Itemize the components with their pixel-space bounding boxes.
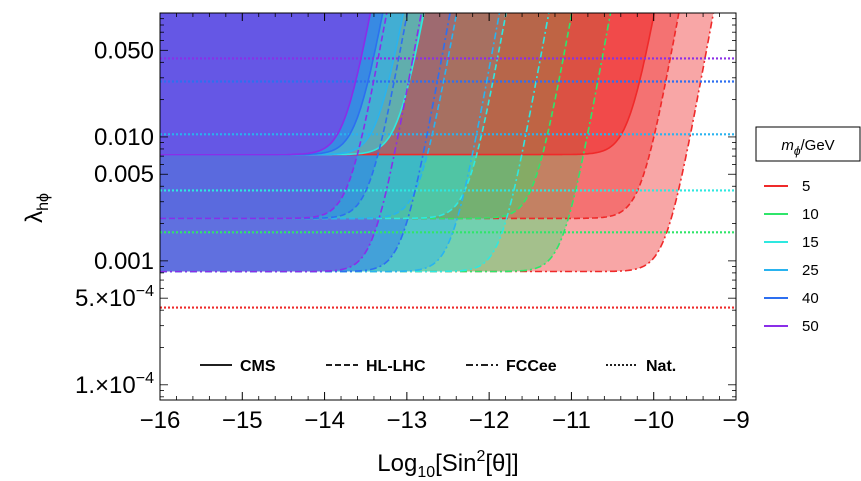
x-tick-label: −14 (304, 407, 345, 434)
fcc-line-50 (160, 13, 423, 273)
mass-legend-label: 10 (802, 206, 819, 223)
x-tick-label: −16 (140, 407, 181, 434)
x-tick-label: −11 (552, 407, 591, 434)
mass-legend: mϕ/GeV 5 10 15 25 40 50 (755, 126, 861, 335)
x-tick-label: −13 (386, 407, 427, 434)
y-tick-label: 0.001 (94, 248, 154, 275)
line-style-legend: CMS HL-LHC FCCee Nat. (200, 358, 676, 375)
style-legend-label: HL-LHC (366, 358, 426, 375)
y-axis: 0.050 0.010 0.005 0.001 5.×10−4 1.×10−4 (75, 12, 736, 399)
x-axis-label: Log10[Sin2[θ]] (377, 448, 518, 481)
y-tick-label: 0.050 (94, 37, 154, 64)
mass-legend-title-box (755, 126, 861, 162)
mass-legend-title: mϕ/GeV (781, 137, 834, 158)
x-tick-label: −15 (222, 407, 263, 434)
plot-frame (159, 12, 737, 401)
mass-legend-label: 5 (802, 178, 810, 195)
constraint-regions (160, 13, 714, 272)
y-tick-label: 0.005 (94, 161, 154, 188)
x-tick-label: −10 (633, 407, 674, 434)
y-tick-label: 5.×10−4 (75, 283, 154, 312)
mass-legend-label: 50 (802, 318, 819, 335)
style-legend-label: CMS (240, 358, 276, 375)
x-axis: −16 −15 −14 −13 −12 −11 −10 −9 (140, 13, 750, 434)
mass-legend-label: 15 (802, 234, 819, 251)
style-legend-label: Nat. (646, 358, 676, 375)
x-tick-label: −9 (722, 407, 749, 434)
y-tick-label: 0.010 (94, 124, 154, 151)
style-legend-label: FCCee (506, 358, 557, 375)
x-tick-label: −12 (469, 407, 510, 434)
y-axis-label: λhϕ (21, 193, 52, 223)
mass-legend-label: 40 (802, 290, 819, 307)
constraint-lines (160, 13, 736, 309)
mass-legend-label: 25 (802, 262, 819, 279)
hllhc-line-50 (160, 13, 388, 220)
y-tick-label: 1.×10−4 (75, 370, 154, 399)
cms-region-50 (160, 13, 371, 155)
cms-line-50 (160, 13, 372, 156)
